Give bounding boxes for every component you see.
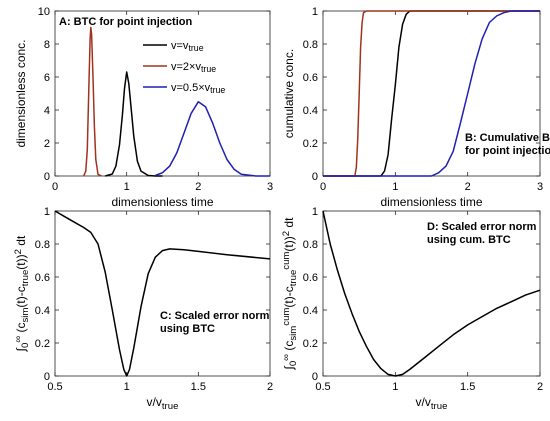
y-tick-label: 0.4 xyxy=(303,305,318,317)
x-tick-label: 1 xyxy=(124,181,130,193)
legend-entry: v=0.5×vtrue xyxy=(171,82,225,95)
series-line-1 xyxy=(104,71,163,177)
y-axis-label: ∫0∞ (csim(t)-ctrue(t))2 dt xyxy=(13,235,31,352)
x-axis-label: dimensionless time xyxy=(111,195,213,209)
x-tick-label: 1.5 xyxy=(460,381,475,393)
panel-annotation: using cum. BTC xyxy=(427,234,511,246)
y-axis-label: cumulative conc. xyxy=(282,49,296,138)
series-line-3 xyxy=(323,10,540,177)
y-tick-label: 0.6 xyxy=(303,72,318,84)
series-line-1 xyxy=(322,210,541,377)
y-tick-label: 0 xyxy=(44,171,50,183)
y-tick-label: 0.2 xyxy=(35,338,50,350)
x-axis-label: v/vtrue xyxy=(147,395,179,412)
y-tick-label: 1 xyxy=(312,6,318,18)
series-line-2 xyxy=(323,10,540,177)
series-line-3 xyxy=(155,101,270,177)
y-tick-label: 0.6 xyxy=(303,272,318,284)
y-tick-label: 0.2 xyxy=(303,338,318,350)
y-axis-label: ∫0∞ (csimcum(t)-ctruecum(t))2 dt xyxy=(281,217,299,371)
y-tick-label: 1 xyxy=(312,206,318,218)
plot-frame xyxy=(54,210,271,377)
x-tick-label: 0 xyxy=(320,181,326,193)
x-axis-label: dimensionless time xyxy=(380,195,482,209)
x-tick-label: 3 xyxy=(267,181,273,193)
y-tick-label: 0.8 xyxy=(35,239,50,251)
panel-annotation: A: BTC for point injection xyxy=(59,16,192,28)
legend: v=vtrue v=2×vtrue v=0.5×vtrue xyxy=(143,40,225,95)
panel-d: 0.5 1 1.5 2 0 0.2 0.4 0.6 0.8 1 v/vtrue ∫0∞ (csimcu… xyxy=(281,206,543,412)
series-line-2 xyxy=(83,26,102,177)
y-tick-label: 0 xyxy=(312,371,318,383)
legend-entry: v=2×vtrue xyxy=(171,61,216,74)
panel-annotation: D: Scaled error norm xyxy=(427,221,537,233)
y-tick-label: 0.4 xyxy=(35,305,50,317)
panel-b: 0 1 2 3 0 0.2 0.4 0.6 0.8 1 dimensionless time cumu… xyxy=(282,6,550,209)
y-tick-label: 10 xyxy=(38,6,50,18)
x-tick-label: 2 xyxy=(267,381,273,393)
y-tick-label: 0 xyxy=(312,171,318,183)
panel-annotation: C: Scaled error norm xyxy=(160,310,270,322)
x-tick-label: 2 xyxy=(195,181,201,193)
x-tick-label: 0.5 xyxy=(315,381,330,393)
panel-a: 0 1 2 3 0 2 4 6 8 10 dimensionless time dimensionle… xyxy=(14,6,273,209)
panel-annotation: B: Cumulative BTC xyxy=(465,132,550,144)
x-tick-label: 1 xyxy=(392,381,398,393)
y-tick-label: 2 xyxy=(44,138,50,150)
y-tick-label: 4 xyxy=(44,105,50,117)
panel-annotation: using BTC xyxy=(160,323,215,335)
series-line-1 xyxy=(54,210,271,377)
x-tick-label: 1 xyxy=(124,381,130,393)
x-tick-label: 0.5 xyxy=(47,381,62,393)
y-tick-label: 0.8 xyxy=(303,39,318,51)
x-tick-label: 2 xyxy=(465,181,471,193)
x-tick-label: 1.5 xyxy=(191,381,206,393)
y-axis-label: dimensionless conc. xyxy=(14,39,28,147)
y-tick-label: 1 xyxy=(44,206,50,218)
y-tick-label: 0.6 xyxy=(35,272,50,284)
y-tick-label: 0.4 xyxy=(303,105,318,117)
x-tick-label: 1 xyxy=(392,181,398,193)
panel-c: 0.5 1 1.5 2 0 0.2 0.4 0.6 0.8 1 v/vtrue ∫0∞ (csim(t… xyxy=(13,206,273,412)
x-tick-label: 3 xyxy=(537,181,543,193)
x-tick-label: 0 xyxy=(52,181,58,193)
y-tick-label: 6 xyxy=(44,72,50,84)
x-tick-label: 2 xyxy=(537,381,543,393)
y-tick-label: 8 xyxy=(44,39,50,51)
y-tick-label: 0.2 xyxy=(303,138,318,150)
series-line-1 xyxy=(323,10,540,177)
y-tick-label: 0.8 xyxy=(303,239,318,251)
legend-entry: v=vtrue xyxy=(171,40,204,53)
x-axis-label: v/vtrue xyxy=(416,395,448,412)
plot-frame xyxy=(322,210,541,377)
y-tick-label: 0 xyxy=(44,371,50,383)
panel-annotation: for point injection xyxy=(465,145,550,157)
